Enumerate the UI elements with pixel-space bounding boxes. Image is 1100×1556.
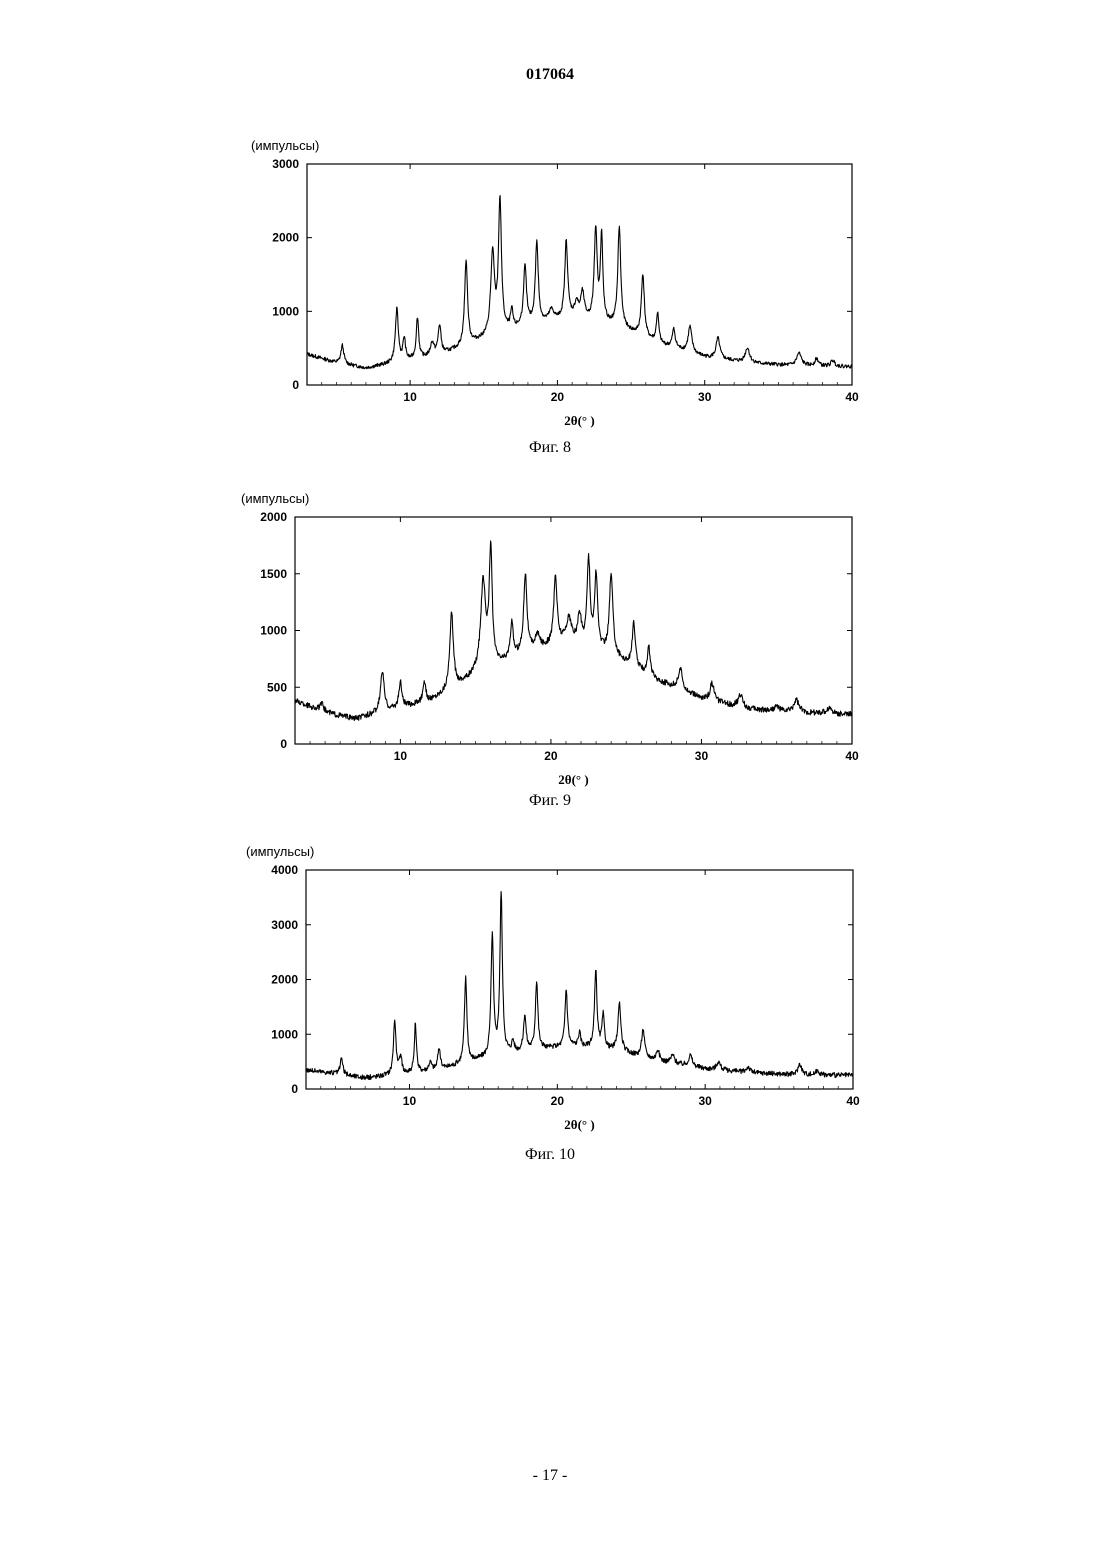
plot-frame xyxy=(306,870,853,1089)
diffraction-series-line xyxy=(307,196,852,369)
x-tick-label: 10 xyxy=(394,749,408,763)
xrd-chart-9: (импульсы) 0 500 1000 1500 2000 10 20 30 40 2θ(° ) xyxy=(235,484,865,789)
x-axis-label: 2θ(° ) xyxy=(564,413,594,428)
x-tick-label: 30 xyxy=(698,390,712,404)
x-tick-label: 40 xyxy=(845,749,859,763)
x-tick-label: 10 xyxy=(403,1094,417,1108)
y-axis-label: (импульсы) xyxy=(251,138,319,153)
diffraction-series-line xyxy=(295,541,852,721)
x-tick-label: 20 xyxy=(551,1094,565,1108)
y-tick-label: 1000 xyxy=(272,304,299,318)
y-tick-label: 0 xyxy=(291,1082,298,1096)
x-tick-label: 30 xyxy=(698,1094,712,1108)
y-tick-label: 3000 xyxy=(271,918,298,932)
figure-9-caption: Фиг. 9 xyxy=(0,792,1100,810)
figure-8-caption: Фиг. 8 xyxy=(0,439,1100,457)
y-tick-label: 0 xyxy=(292,378,299,392)
diffraction-series-line xyxy=(306,892,853,1080)
xrd-chart-8: (импульсы) 0 1000 2000 3000 10 20 30 40 2θ(° ) xyxy=(245,134,865,434)
y-tick-label: 1500 xyxy=(260,567,287,581)
y-tick-label: 0 xyxy=(280,737,287,751)
x-tick-label: 10 xyxy=(403,390,417,404)
y-tick-label: 2000 xyxy=(271,973,298,987)
y-axis-label: (импульсы) xyxy=(246,844,314,859)
xrd-chart-10: (импульсы) 0 1000 2000 3000 4000 10 20 30 40 2θ(° … xyxy=(240,838,865,1138)
plot-frame xyxy=(307,164,852,385)
x-axis-label: 2θ(° ) xyxy=(558,772,588,787)
x-tick-label: 40 xyxy=(845,390,859,404)
figure-10-caption: Фиг. 10 xyxy=(0,1146,1100,1164)
chart-figure-9: (импульсы) 0 500 1000 1500 2000 10 20 30 40 2θ(° ) xyxy=(235,484,865,789)
x-tick-label: 30 xyxy=(695,749,709,763)
document-number: 017064 xyxy=(0,66,1100,84)
y-tick-label: 500 xyxy=(267,680,287,694)
chart-figure-8: (импульсы) 0 1000 2000 3000 10 20 30 40 2θ(° ) xyxy=(245,134,865,434)
y-tick-label: 4000 xyxy=(271,863,298,877)
x-tick-label: 40 xyxy=(846,1094,860,1108)
y-tick-label: 3000 xyxy=(272,157,299,171)
x-tick-label: 20 xyxy=(551,390,565,404)
y-tick-label: 2000 xyxy=(260,510,287,524)
y-axis-label: (импульсы) xyxy=(241,491,309,506)
y-tick-label: 1000 xyxy=(271,1027,298,1041)
y-tick-label: 2000 xyxy=(272,231,299,245)
chart-figure-10: (импульсы) 0 1000 2000 3000 4000 10 20 30 40 2θ(° … xyxy=(240,838,865,1138)
page-number: - 17 - xyxy=(0,1467,1100,1485)
x-axis-label: 2θ(° ) xyxy=(564,1117,594,1132)
y-tick-label: 1000 xyxy=(260,624,287,638)
x-tick-label: 20 xyxy=(544,749,558,763)
